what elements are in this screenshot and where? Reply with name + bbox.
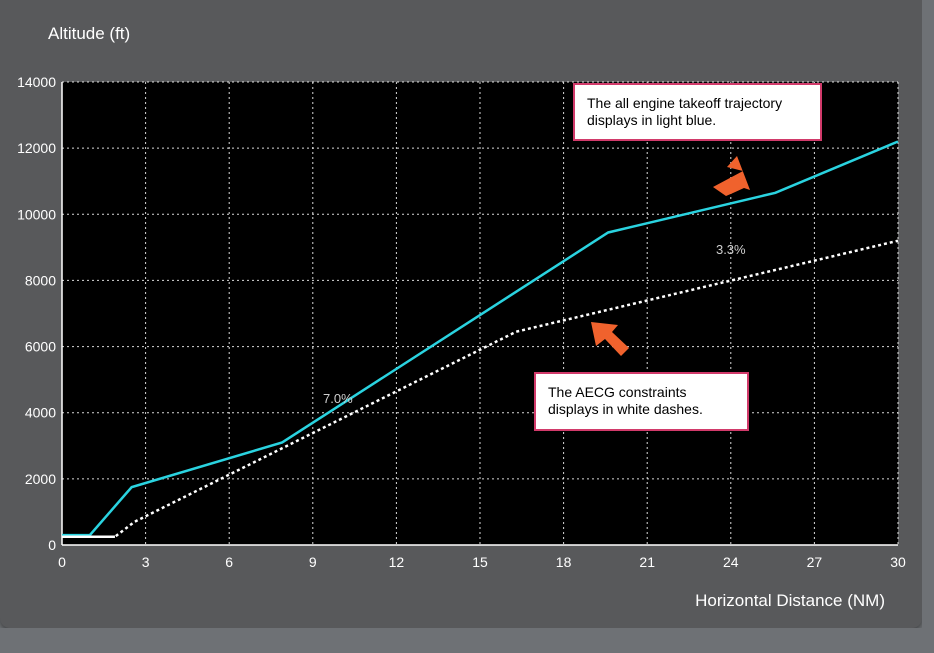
- callout-constraints: The AECG constraints displays in white d…: [534, 372, 749, 431]
- x-tick-label: 3: [142, 554, 150, 570]
- background-strip-right: [922, 0, 934, 628]
- background-strip-bottom: [0, 628, 934, 653]
- x-tick-label: 12: [389, 554, 405, 570]
- arrow-icon: [713, 156, 750, 196]
- x-tick-label: 15: [472, 554, 488, 570]
- y-tick-label: 6000: [25, 339, 56, 355]
- x-tick-label: 6: [225, 554, 233, 570]
- x-tick-label: 30: [890, 554, 906, 570]
- x-tick-label: 24: [723, 554, 739, 570]
- gradient-annotation: 3.3%: [716, 242, 746, 257]
- y-tick-label: 14000: [17, 74, 56, 90]
- x-tick-label: 27: [807, 554, 823, 570]
- y-tick-label: 8000: [25, 272, 56, 288]
- gradient-annotation: 7.0%: [323, 391, 353, 406]
- callout-trajectory: The all engine takeoff trajectory displa…: [573, 83, 822, 141]
- x-tick-label: 18: [556, 554, 572, 570]
- x-tick-label: 21: [639, 554, 655, 570]
- y-tick-label: 12000: [17, 140, 56, 156]
- y-axis-label: Altitude (ft): [48, 24, 130, 43]
- x-tick-label: 0: [58, 554, 66, 570]
- y-tick-label: 4000: [25, 405, 56, 421]
- x-axis-label: Horizontal Distance (NM): [695, 591, 885, 610]
- x-tick-label: 9: [309, 554, 317, 570]
- arrow-icon: [591, 322, 629, 356]
- y-tick-label: 10000: [17, 206, 56, 222]
- y-tick-label: 2000: [25, 471, 56, 487]
- y-tick-label: 0: [48, 537, 56, 553]
